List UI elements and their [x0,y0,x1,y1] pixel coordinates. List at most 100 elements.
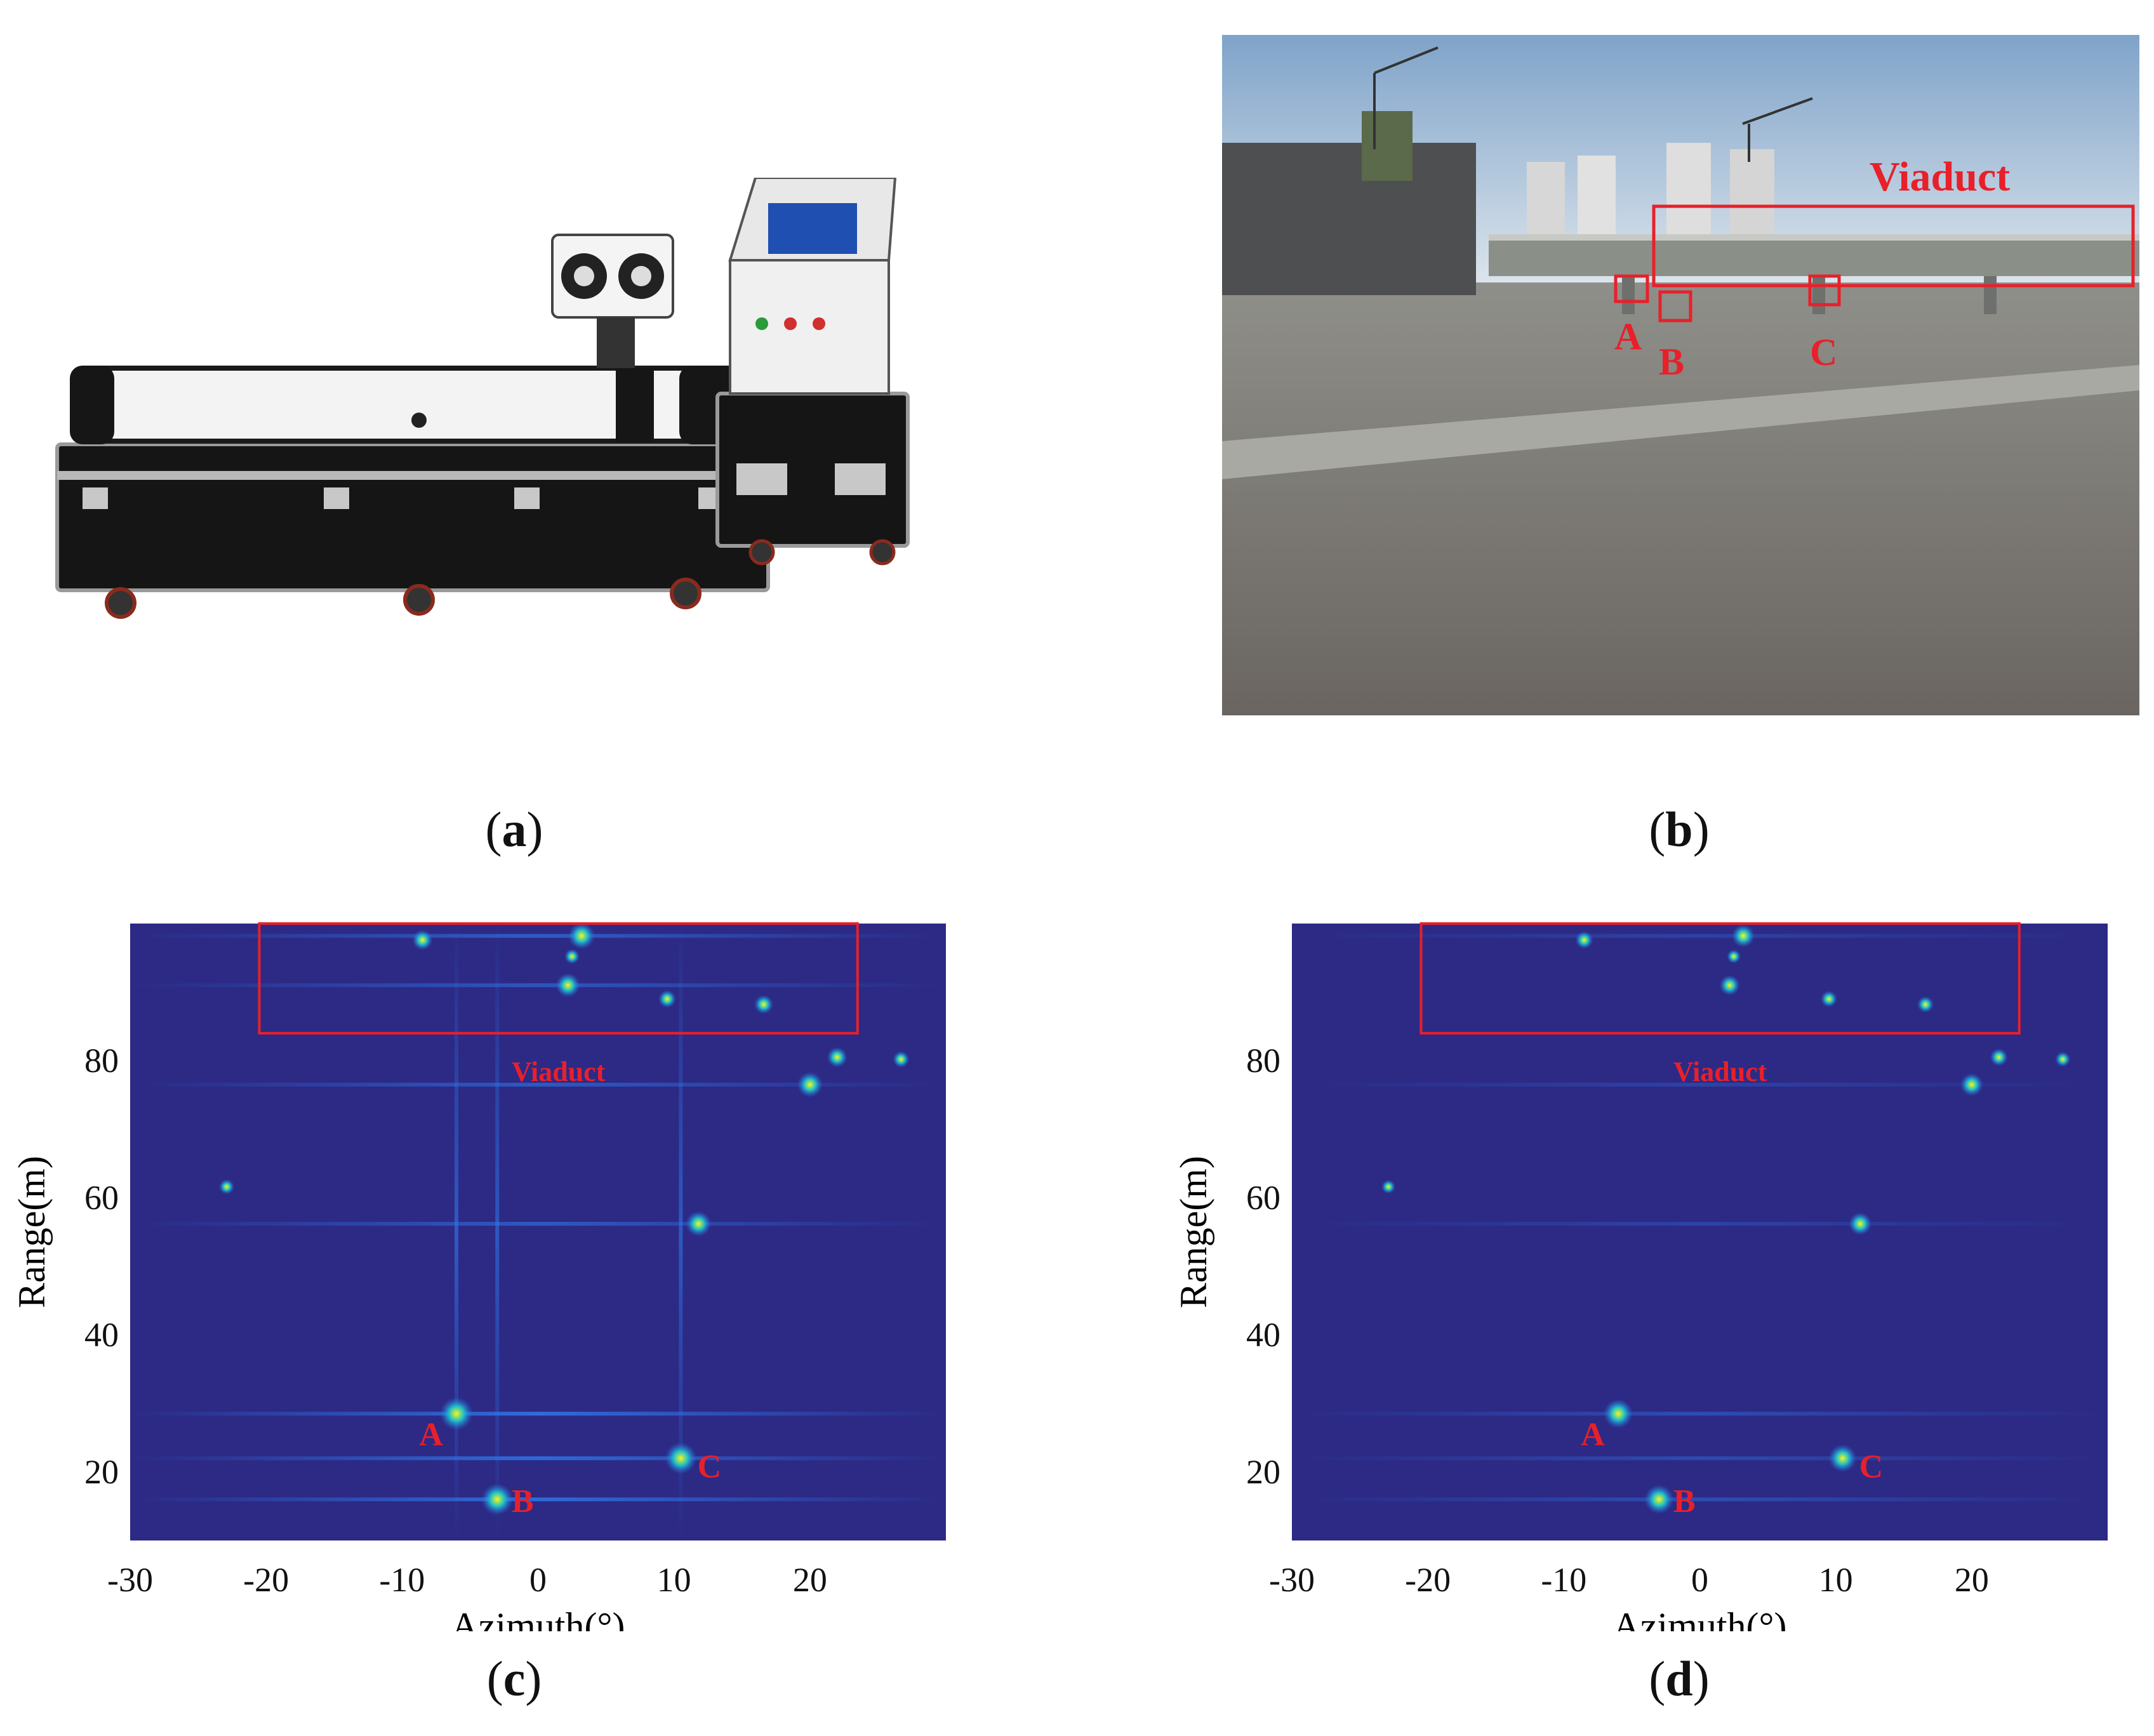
x-tick-label: 20 [1955,1561,1989,1599]
imaging-result-chart-d: Viaduct A B C -30 -20 -10 0 10 20 20 40 60 80 Azim… [1173,922,2108,1647]
range-sidelobe-streak [1292,1222,2108,1226]
azimuth-sidelobe-streak [679,924,683,1541]
scattering-peak [665,1442,697,1474]
y-tick-label: 80 [84,1042,119,1080]
x-tick-label: 10 [657,1561,691,1599]
caption-d-letter: d [1665,1651,1693,1706]
range-sidelobe-streak [1292,1082,2108,1087]
azimuth-sidelobe-streak [455,924,458,1541]
x-axis-label: Azimuth(°) [451,1605,625,1631]
range-sidelobe-streak [1292,1412,2108,1416]
range-sidelobe-streak [130,1412,946,1416]
panel-c-chart: Viaduct A B C -30 -20 -10 0 10 20 20 40 60 80 Azim… [0,901,990,1647]
x-axis-ticks: -30 -20 -10 0 10 20 [1269,1561,1989,1599]
viaduct-label: Viaduct [1673,1056,1767,1087]
target-labels: A B C [1581,1417,1883,1520]
range-sidelobe-streak [130,1497,946,1502]
range-sidelobe-streak [1292,1456,2108,1461]
scattering-peak [797,1071,823,1097]
y-tick-label: 20 [84,1453,119,1491]
scattering-peak [1820,990,1837,1007]
scattering-peak [555,973,580,998]
x-tick-label: -20 [1405,1561,1451,1599]
imaging-result-chart-c: Viaduct A B C -30 -20 -10 0 10 20 20 40 60 80 Azim… [11,922,946,1647]
plot-area [1292,924,2108,1541]
x-tick-label: 10 [1819,1561,1853,1599]
y-axis-label: Range(m) [11,1156,53,1308]
plot-area [130,924,946,1541]
panel-d-chart: Viaduct A B C -30 -20 -10 0 10 20 20 40 60 80 Azim… [1162,901,2152,1647]
y-axis-ticks: 20 40 60 80 [84,1042,119,1491]
target-label-c: C [1859,1448,1884,1485]
caption-c: (c) [486,1651,542,1706]
scattering-peaks [219,922,910,1516]
viaduct-region-box [258,922,859,1035]
radar-device-illustration [55,176,910,619]
scattering-peak [754,995,774,1014]
caption-a-letter: a [502,802,527,857]
caption-b: (b) [1649,802,1710,857]
scattering-peak [1719,975,1740,996]
range-sidelobe-streak [130,1082,946,1087]
range-sidelobe-streak [130,934,946,938]
scene-photo-illustration: Viaduct A B C [1222,35,2139,715]
range-sidelobe-streak [130,983,946,988]
viaduct-label: Viaduct [512,1056,606,1087]
y-tick-label: 80 [1246,1042,1280,1080]
scattering-peak [568,922,595,950]
y-tick-label: 40 [1246,1316,1280,1354]
scattering-peak [1960,1073,1983,1096]
target-a-label: A [1614,315,1642,357]
caption-d: (d) [1649,1651,1710,1706]
target-labels: A B C [419,1417,721,1520]
target-c-label: C [1810,331,1837,373]
scattering-peak [412,929,433,950]
scattering-peak [658,990,676,1008]
viaduct-label: Viaduct [1870,154,2010,200]
range-sidelobe-streak [130,1456,946,1461]
x-axis-label: Azimuth(°) [1613,1605,1787,1631]
scattering-peak [1732,924,1755,948]
scattering-peak [893,1050,910,1068]
target-b-label: B [1659,341,1684,383]
viaduct-box [1652,204,2135,288]
x-tick-label: -20 [243,1561,289,1599]
target-label-b: B [512,1483,534,1520]
x-tick-label: 0 [529,1561,547,1599]
scattering-peak [1990,1048,2008,1066]
caption-a: (a) [485,802,543,857]
scattering-peak [686,1211,712,1237]
scattering-peak [1575,931,1593,949]
sidelobe-streaks [130,924,946,1541]
scattering-peak [219,1179,235,1195]
caption-c-letter: c [503,1651,526,1706]
y-tick-label: 20 [1246,1453,1280,1491]
scattering-peak [481,1483,514,1516]
x-tick-label: 0 [1691,1561,1708,1599]
x-tick-label: -30 [1269,1561,1315,1599]
scattering-peak [2055,1051,2071,1067]
scattering-peak [1917,996,1934,1013]
scattering-peak [827,1047,848,1068]
sidelobe-streaks [1292,934,2108,1502]
y-tick-label: 60 [1246,1179,1280,1217]
range-sidelobe-streak [130,1222,946,1226]
scattering-peak [1828,1444,1857,1473]
viaduct-region-box [1419,922,2021,1035]
x-tick-label: -10 [379,1561,425,1599]
range-sidelobe-streak [1292,1497,2108,1502]
y-axis-ticks: 20 40 60 80 [1246,1042,1280,1491]
scattering-peak [1381,1179,1396,1194]
x-tick-label: 20 [793,1561,827,1599]
scattering-peak [564,948,580,964]
azimuth-sidelobe-streak [495,924,500,1541]
y-tick-label: 40 [84,1316,119,1354]
x-tick-label: -30 [107,1561,153,1599]
x-tick-label: -10 [1541,1561,1586,1599]
y-tick-label: 60 [84,1179,119,1217]
target-label-a: A [419,1417,443,1453]
panel-b-photo: Viaduct A B C [1222,35,2139,715]
y-axis-label: Range(m) [1173,1156,1214,1308]
range-sidelobe-streak [1292,934,2108,938]
target-label-c: C [698,1448,722,1485]
